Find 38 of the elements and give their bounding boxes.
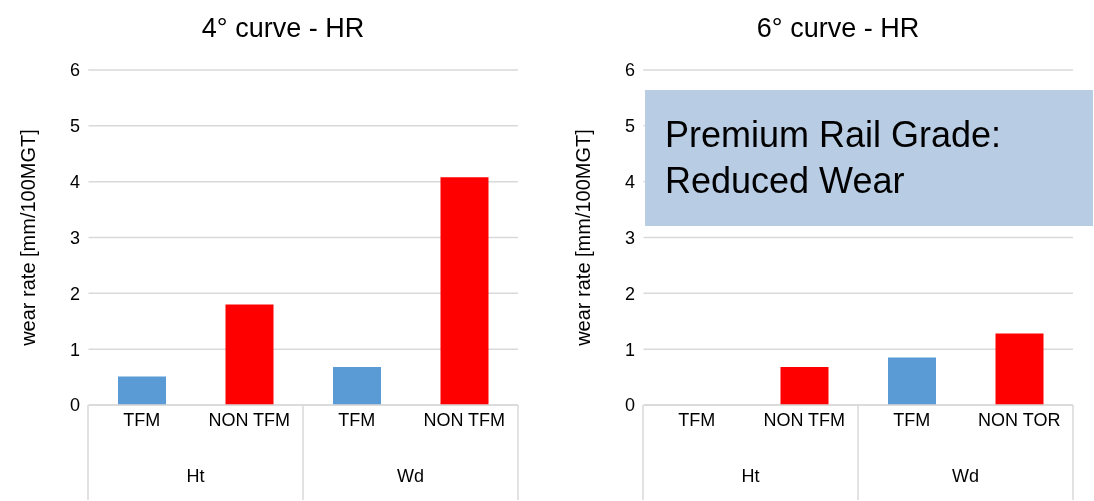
- text: Wd: [952, 466, 979, 486]
- x-tick-label: TFM: [678, 409, 716, 430]
- y-tick-label: 0: [69, 395, 80, 416]
- bar: [333, 367, 381, 405]
- y-axis-title: wear rate [mm/100MGT]: [572, 129, 595, 347]
- y-tick-label: 6: [69, 60, 80, 81]
- x-tick-label: TFM: [893, 409, 931, 430]
- x-tick-label: TFM: [338, 409, 376, 430]
- y-tick-label: 1: [624, 339, 635, 360]
- x-tick-label: NON TFM: [208, 409, 291, 430]
- y-tick-label: 5: [624, 116, 635, 137]
- y-tick-label: 1: [69, 339, 80, 360]
- y-tick-label: 2: [624, 283, 635, 304]
- chart-title: 6° curve - HR: [755, 12, 921, 45]
- x-tick-label: NON TFM: [423, 409, 506, 430]
- bar: [780, 367, 829, 405]
- text: Wd: [397, 466, 424, 486]
- chart-title: 4° curve - HR: [200, 12, 366, 45]
- note-box: Premium Rail Grade: Reduced Wear: [645, 90, 1093, 226]
- bar: [888, 357, 936, 405]
- bar: [118, 376, 166, 405]
- y-tick-label: 0: [624, 395, 635, 416]
- bar: [225, 304, 274, 405]
- y-tick-label: 4: [624, 172, 635, 193]
- bar: [440, 177, 489, 405]
- y-axis-title: wear rate [mm/100MGT]: [17, 129, 40, 347]
- text: Ht: [186, 466, 205, 486]
- y-tick-label: 3: [624, 227, 635, 248]
- text: Ht: [741, 466, 760, 486]
- y-tick-label: 6: [624, 60, 635, 81]
- x-tick-label: NON TOR: [978, 409, 1061, 430]
- x-tick-label: NON TFM: [763, 409, 846, 430]
- y-tick-label: 3: [69, 227, 80, 248]
- x-tick-label: TFM: [123, 409, 161, 430]
- y-tick-label: 5: [69, 116, 80, 137]
- y-tick-label: 2: [69, 283, 80, 304]
- bar: [995, 333, 1044, 405]
- y-tick-label: 4: [69, 172, 80, 193]
